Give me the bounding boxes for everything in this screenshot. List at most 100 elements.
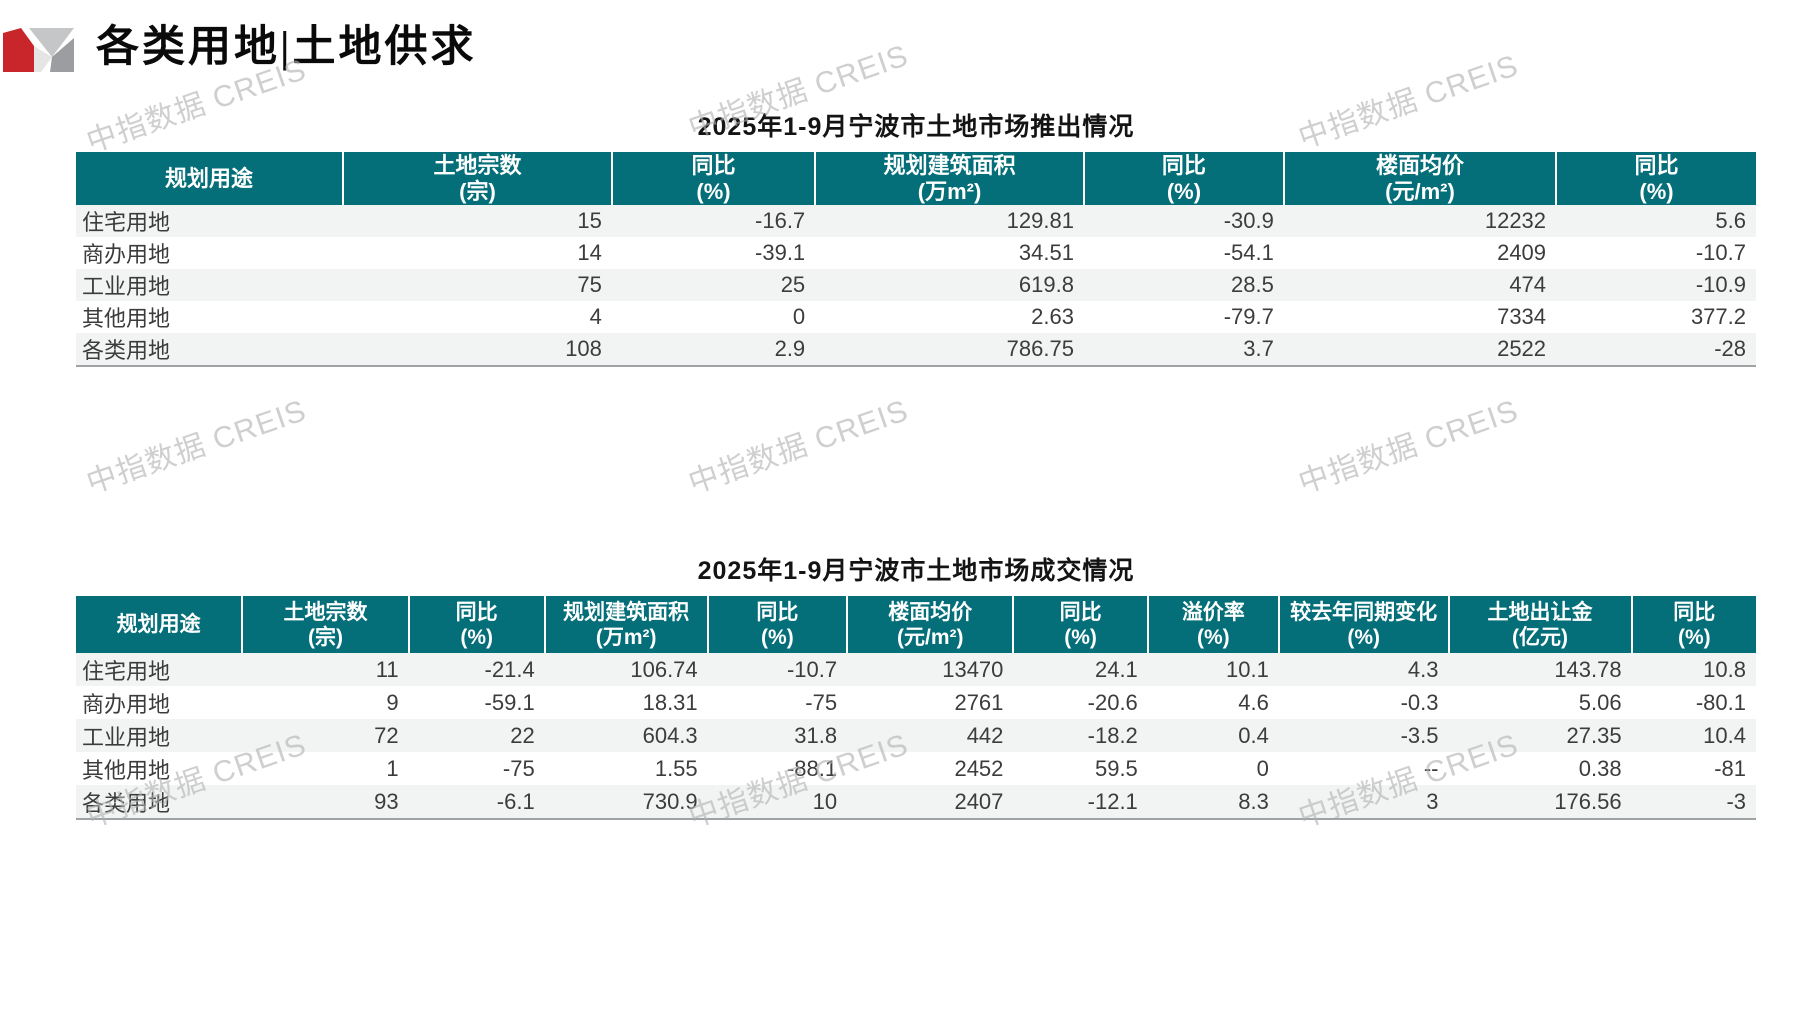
data-cell: 106.74: [630, 656, 698, 682]
data-cell: -20.6: [1087, 689, 1138, 715]
creis-logo: [1, 27, 77, 73]
data-cell: 28.5: [1231, 272, 1274, 297]
data-cell: 5.6: [1715, 208, 1746, 233]
data-cell: 11: [375, 656, 399, 682]
data-cell: 442: [966, 722, 1004, 748]
data-cell: 4.6: [1238, 689, 1269, 715]
data-cell: 7334: [1497, 304, 1547, 329]
data-cell: 25: [780, 272, 806, 297]
data-cell: 2.63: [1031, 304, 1074, 329]
data-cell: 24.1: [1094, 656, 1138, 682]
row-label: 住宅用地: [82, 210, 171, 235]
data-cell: 730.9: [544, 785, 708, 820]
column-header: 同比 (%): [1082, 152, 1284, 205]
data-cell: 2409: [1497, 240, 1547, 265]
data-cell: 1: [386, 755, 399, 781]
data-cell: -39.1: [755, 240, 806, 265]
data-cell: 10.1: [1226, 656, 1269, 682]
data-cell: -81: [1714, 755, 1746, 781]
supply-table-section: 2025年1-9月宁波市土地市场推出情况 规划用途 土地宗数 (宗) 同比 (%) 规划建…: [76, 112, 1756, 367]
data-cell: 10.8: [1703, 656, 1746, 682]
data-cell: 0: [792, 304, 806, 329]
watermark: 中指数据 CREIS: [1294, 394, 1523, 501]
data-cell: -75: [502, 755, 535, 781]
data-cell: 14: [577, 240, 602, 265]
data-cell: -10.7: [1695, 240, 1746, 265]
data-cell: 93: [242, 785, 409, 820]
supply-table-grid: 规划用途 土地宗数 (宗) 同比 (%) 规划建筑面积 (万m²) 同比 (%) 楼面均价 (元/m…: [76, 152, 1756, 367]
row-label: 住宅用地: [82, 658, 171, 684]
data-cell: 31.8: [794, 722, 838, 748]
data-cell: -59.1: [484, 689, 535, 715]
data-cell: 72: [374, 722, 399, 748]
row-label: 商办用地: [82, 242, 171, 267]
data-cell: 15: [577, 208, 602, 233]
row-label: 其他用地: [82, 306, 171, 331]
data-cell: 129.81: [1006, 208, 1074, 233]
data-cell: -75: [805, 689, 838, 715]
data-cell: 0.38: [1578, 755, 1622, 781]
data-cell: 27.35: [1566, 722, 1622, 748]
table-row: 各类用地 93 -6.1 730.9 10 2407 -12.1 8.3 3 176.56 -3: [76, 785, 1756, 820]
data-cell: 2761: [954, 689, 1004, 715]
logo-pale-triangle: [34, 46, 52, 72]
data-cell: 474: [1509, 272, 1547, 297]
data-cell: 9: [386, 689, 399, 715]
row-label: 工业用地: [82, 724, 171, 750]
data-cell: 12232: [1484, 208, 1547, 233]
data-cell: 786.75: [815, 333, 1084, 367]
column-header: 土地宗数 (宗): [241, 596, 409, 653]
transaction-table-grid: 规划用途 土地宗数 (宗) 同比 (%) 规划建筑面积 (万m²) 同比 (%) 楼面均价 (元/m…: [76, 596, 1756, 820]
watermark: 中指数据 CREIS: [82, 394, 311, 501]
data-cell: -10.9: [1695, 272, 1746, 297]
row-label: 工业用地: [82, 274, 171, 299]
data-cell: -21.4: [484, 656, 535, 682]
data-cell: 22: [510, 722, 535, 748]
data-cell: --: [1423, 755, 1439, 781]
data-cell: 176.56: [1448, 785, 1632, 820]
data-cell: 377.2: [1690, 304, 1746, 329]
data-cell: 59.5: [1094, 755, 1138, 781]
column-header: 较去年同期变化 (%): [1277, 596, 1449, 653]
table-row: 各类用地 108 2.9 786.75 3.7 2522 -28: [76, 333, 1756, 367]
table-row: 商办用地 14 -39.1 34.51 -54.1 2409 -10.7: [76, 237, 1756, 269]
table-row: 住宅用地 15 -16.7 129.81 -30.9 12232 5.6: [76, 205, 1756, 237]
data-cell: -6.1: [408, 785, 545, 820]
row-label: 各类用地: [76, 785, 243, 820]
column-header: 规划建筑面积 (万m²): [543, 596, 708, 653]
data-cell: 604.3: [642, 722, 698, 748]
logo-red-shape: [3, 28, 34, 72]
data-cell: 2452: [954, 755, 1004, 781]
column-header: 楼面均价 (元/m²): [1282, 152, 1557, 205]
transaction-table: 规划用途 土地宗数 (宗) 同比 (%) 规划建筑面积 (万m²) 同比 (%) 楼面均价 (元/m…: [76, 596, 1756, 820]
column-header: 溢价率 (%): [1146, 596, 1279, 653]
logo-shapes: [3, 28, 74, 72]
table-row: 住宅用地 11 -21.4 106.74 -10.7 13470 24.1 10.1 4.3 14…: [76, 653, 1756, 686]
column-header: 同比 (%): [1555, 152, 1756, 205]
data-cell: -79.7: [1223, 304, 1274, 329]
data-cell: 619.8: [1018, 272, 1074, 297]
table-row: 其他用地 4 0 2.63 -79.7 7334 377.2: [76, 301, 1756, 333]
data-cell: 10: [707, 785, 848, 820]
column-header: 规划建筑面积 (万m²): [814, 152, 1084, 205]
data-cell: 108: [343, 333, 612, 367]
column-header: 同比 (%): [706, 596, 848, 653]
row-label: 商办用地: [82, 691, 171, 717]
data-cell: 0.4: [1238, 722, 1269, 748]
column-header: 同比 (%): [1012, 596, 1148, 653]
logo-gray-triangle: [29, 28, 74, 57]
data-cell: 13470: [942, 656, 1004, 682]
data-cell: 2407: [847, 785, 1014, 820]
data-cell: 0: [1256, 755, 1269, 781]
data-cell: -30.9: [1223, 208, 1274, 233]
data-cell: -88.1: [786, 755, 838, 781]
column-header: 土地宗数 (宗): [342, 152, 612, 205]
data-cell: -54.1: [1223, 240, 1274, 265]
table-row: 工业用地 75 25 619.8 28.5 474 -10.9: [76, 269, 1756, 301]
data-cell: -3: [1631, 785, 1756, 820]
row-label: 各类用地: [76, 333, 344, 367]
data-cell: 10.4: [1703, 722, 1746, 748]
data-cell: 143.78: [1554, 656, 1622, 682]
page-title: 各类用地|土地供求: [96, 24, 477, 71]
data-cell: 2522: [1283, 333, 1557, 367]
